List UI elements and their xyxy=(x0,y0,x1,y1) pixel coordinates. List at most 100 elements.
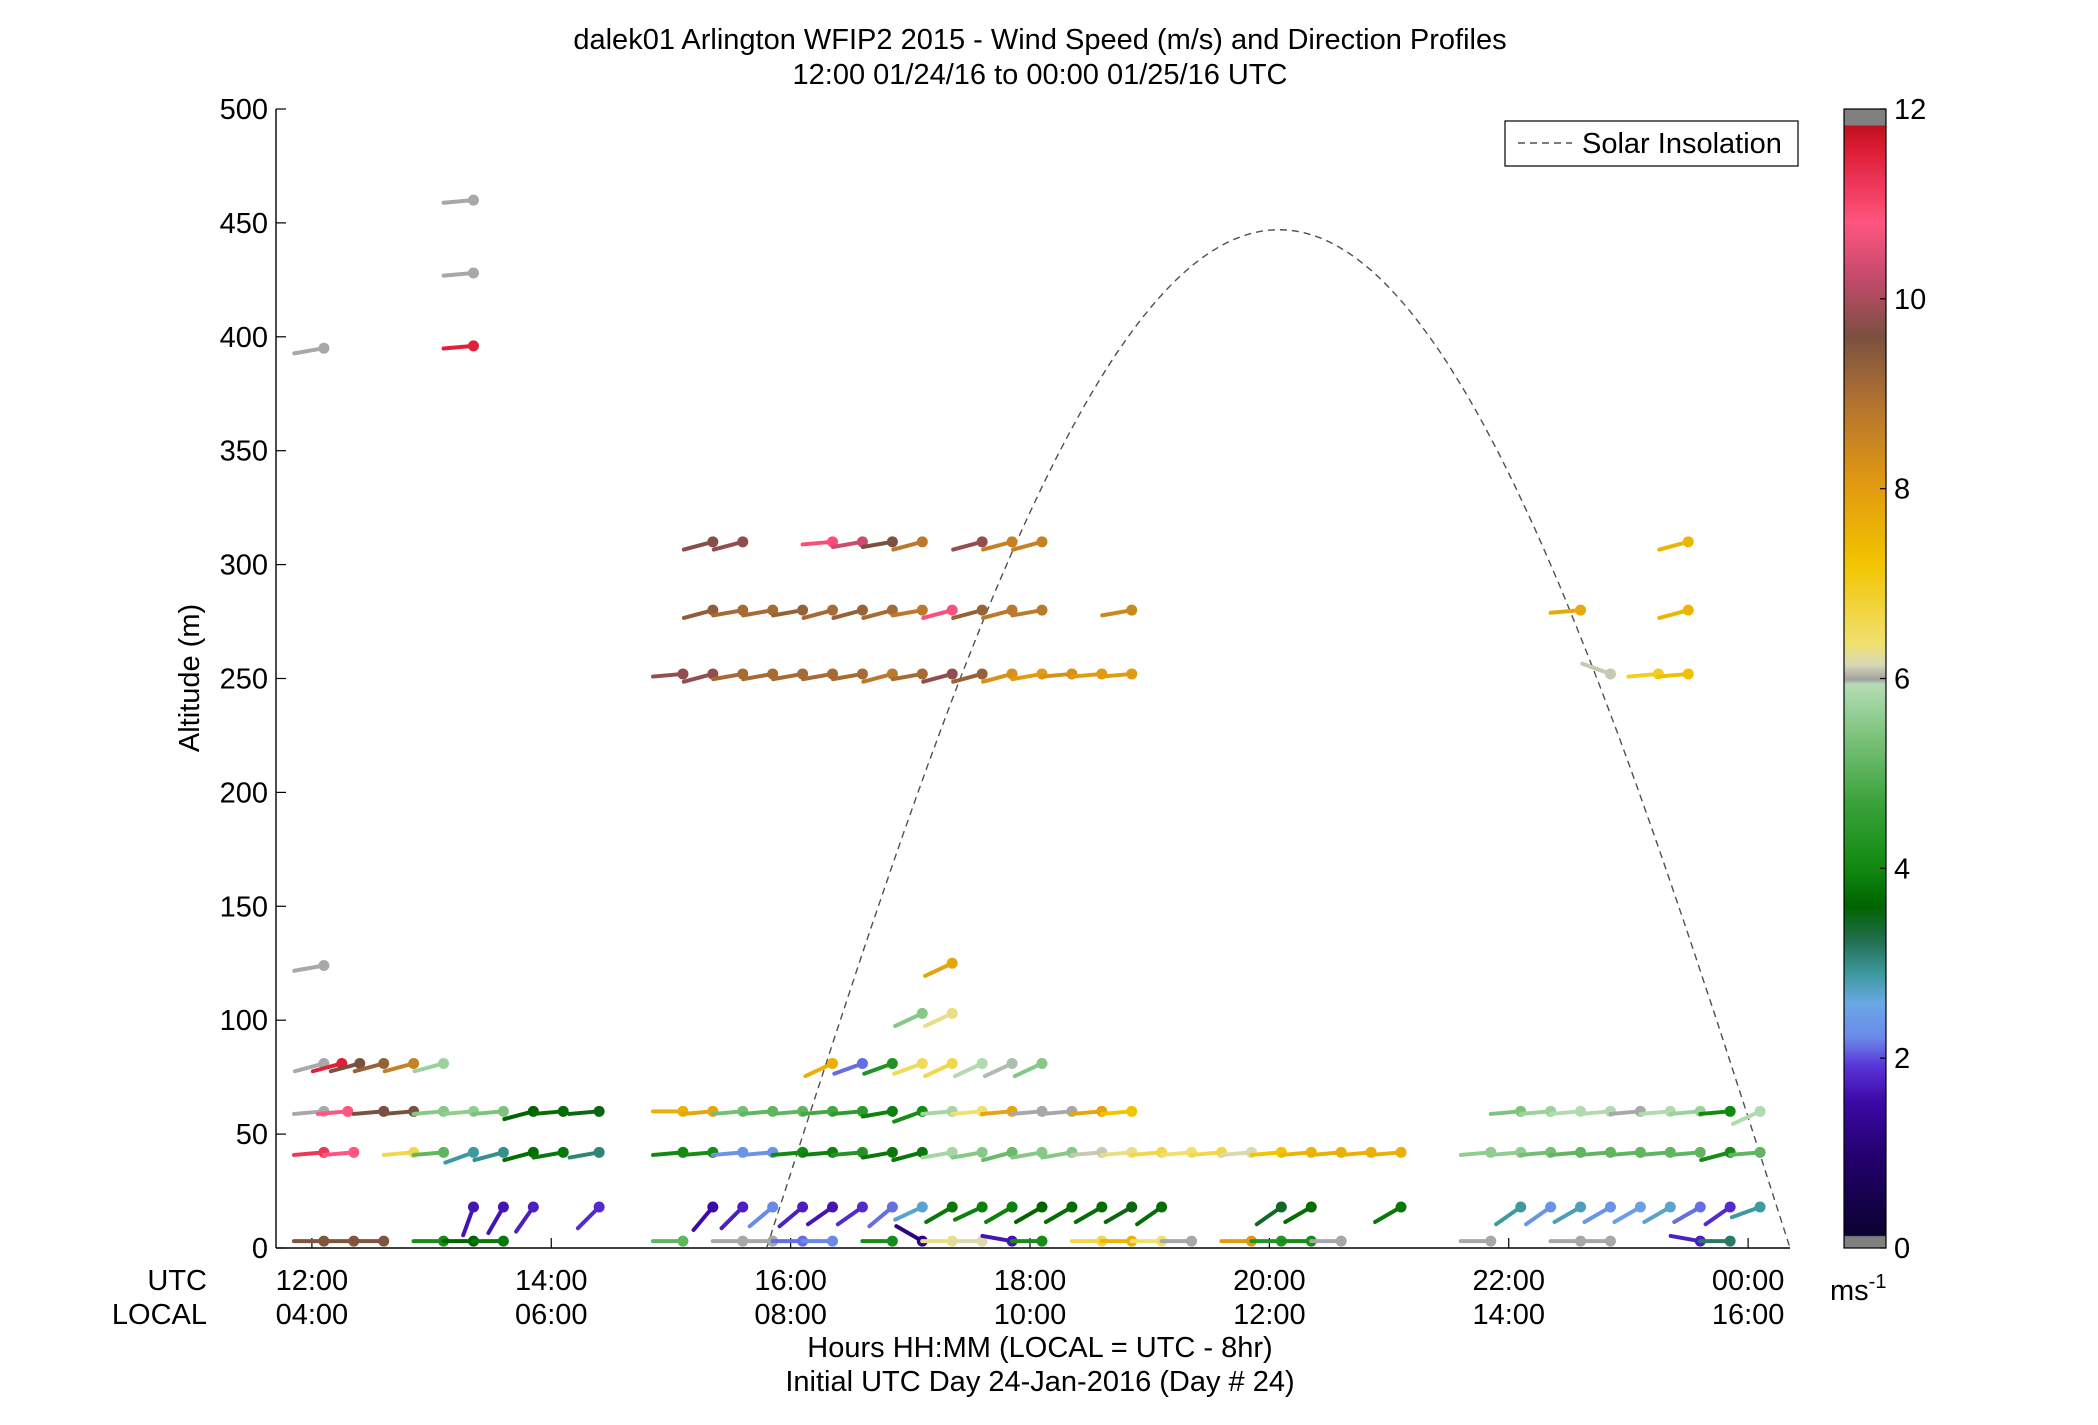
wind-barb-point xyxy=(1126,604,1138,616)
wind-barb xyxy=(1672,1201,1706,1224)
y-tick-label: 250 xyxy=(220,664,268,696)
wind-barb xyxy=(771,604,809,618)
wind-barb xyxy=(891,536,928,552)
wind-barb xyxy=(443,1146,479,1165)
wind-barb-point xyxy=(856,604,868,616)
wind-barb xyxy=(461,1201,479,1238)
wind-barb-point xyxy=(1066,1201,1078,1213)
wind-barb xyxy=(1612,1201,1646,1224)
wind-barb xyxy=(893,1201,928,1222)
wind-barb-point xyxy=(827,1201,839,1213)
wind-barb-point xyxy=(318,342,330,354)
wind-barb xyxy=(981,668,1018,684)
wind-barb-point xyxy=(1754,1146,1766,1158)
wind-barb-point xyxy=(1036,536,1048,548)
wind-barb xyxy=(315,1105,354,1117)
y-tick-label: 350 xyxy=(220,436,268,468)
wind-barb-point xyxy=(946,1146,958,1158)
x-tick-label-local: 16:00 xyxy=(1712,1299,1785,1331)
wind-barb-point xyxy=(1036,1057,1048,1069)
wind-barb-point xyxy=(1682,604,1694,616)
wind-barb xyxy=(1580,661,1616,680)
wind-barb xyxy=(412,1057,450,1074)
wind-barb xyxy=(832,1057,868,1076)
wind-barb xyxy=(1698,1105,1736,1117)
wind-barb-point xyxy=(1754,1105,1766,1117)
wind-barb xyxy=(923,957,958,978)
wind-barb-point xyxy=(707,536,719,548)
wind-barb-point xyxy=(976,1201,988,1213)
wind-barb xyxy=(1657,604,1694,620)
x-axis-label-day: Initial UTC Day 24-Jan-2016 (Day # 24) xyxy=(785,1366,1294,1398)
wind-barb-point xyxy=(916,1201,928,1213)
wind-barb xyxy=(800,536,839,548)
wind-barb xyxy=(747,1201,779,1229)
wind-barb-point xyxy=(946,604,958,616)
wind-barb-point xyxy=(856,1105,868,1117)
wind-barb xyxy=(1159,1235,1198,1247)
wind-barb xyxy=(981,536,1018,552)
wind-barb xyxy=(1698,1235,1736,1247)
colorbar-fill xyxy=(1843,108,1887,1249)
wind-barb xyxy=(575,1201,605,1231)
wind-barb-point xyxy=(1395,1201,1407,1213)
wind-barb-point xyxy=(1724,1201,1736,1213)
wind-barb-point xyxy=(1604,1201,1616,1213)
wind-barb xyxy=(567,1105,605,1117)
wind-barb-point xyxy=(467,340,479,352)
wind-barb xyxy=(924,1201,958,1224)
wind-barb-point xyxy=(1305,1201,1317,1213)
wind-barb xyxy=(771,668,809,682)
wind-barb xyxy=(486,1201,509,1235)
wind-barb xyxy=(1657,536,1694,552)
wind-barb-point xyxy=(827,536,839,548)
wind-barb-point xyxy=(976,1235,988,1247)
colorbar-tick-label: 10 xyxy=(1894,284,1926,316)
wind-barb xyxy=(952,1057,988,1079)
y-ticks: 0 50 100 150 200 250 300 350 400 450 500 xyxy=(220,94,286,1265)
wind-barb-point xyxy=(1604,1235,1616,1247)
wind-barb-point xyxy=(946,957,958,969)
wind-barb xyxy=(890,604,928,618)
wind-barb-point xyxy=(856,668,868,680)
wind-barb xyxy=(1369,1146,1407,1158)
wind-barb xyxy=(835,1201,868,1227)
wind-barb xyxy=(867,1201,898,1229)
wind-barb xyxy=(351,1235,390,1247)
wind-barb-point xyxy=(827,668,839,680)
wind-barb-point xyxy=(707,668,719,680)
wind-barb xyxy=(1013,1201,1048,1224)
wind-barb-point xyxy=(767,604,779,616)
wind-barb xyxy=(441,194,479,206)
wind-barb xyxy=(711,668,749,682)
local-row-label: LOCAL xyxy=(112,1299,207,1331)
wind-barb-point xyxy=(1036,1235,1048,1247)
wind-barb-point xyxy=(354,1057,366,1069)
wind-barb xyxy=(292,960,330,973)
wind-barb xyxy=(711,604,749,618)
wind-barb xyxy=(741,604,779,618)
wind-barb-point xyxy=(946,1007,958,1019)
wind-barb xyxy=(1703,1201,1736,1227)
wind-barb-point xyxy=(707,1201,719,1213)
wind-barb xyxy=(1730,1105,1766,1126)
chart-subtitle: 12:00 01/24/16 to 00:00 01/25/16 UTC xyxy=(793,59,1288,91)
legend-entry-solar: Solar Insolation xyxy=(1582,128,1782,160)
legend-box xyxy=(1504,120,1799,167)
wind-barb-point xyxy=(1694,1146,1706,1158)
wind-barb-point xyxy=(1036,1201,1048,1213)
wind-barb-point xyxy=(946,1057,958,1069)
x-tick-label-local: 14:00 xyxy=(1472,1299,1545,1331)
x-tick-label-local: 04:00 xyxy=(276,1299,349,1331)
wind-barb xyxy=(1458,1235,1497,1247)
wind-barb-point xyxy=(593,1105,605,1117)
wind-barb xyxy=(982,1057,1018,1079)
wind-barb xyxy=(1010,604,1048,618)
wind-barb xyxy=(984,1201,1018,1224)
wind-barb xyxy=(777,1201,809,1229)
wind-barb xyxy=(800,668,839,682)
wind-barb-point xyxy=(1006,1146,1018,1158)
wind-barb xyxy=(921,668,958,684)
wind-barb xyxy=(650,1235,689,1247)
wind-barb xyxy=(1012,1057,1048,1079)
